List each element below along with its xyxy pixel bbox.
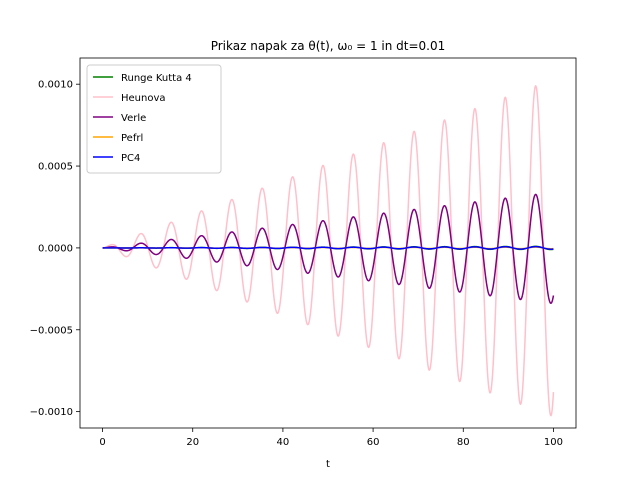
legend-label: Pefrl <box>121 133 143 144</box>
x-tick-label: 20 <box>186 437 199 448</box>
legend-label: Heunova <box>121 93 166 104</box>
legend-box <box>86 64 222 174</box>
y-tick-label: 0.0005 <box>38 162 73 173</box>
x-tick-label: 0 <box>99 437 105 448</box>
y-tick-label: −0.0005 <box>30 325 73 336</box>
legend: Runge Kutta 4 Heunova Verle Pefrl PC4 <box>86 64 222 174</box>
axes-frame <box>79 57 577 429</box>
series-line-1 <box>102 84 555 417</box>
legend-label: PC4 <box>121 153 140 164</box>
legend-label: Runge Kutta 4 <box>121 73 192 84</box>
legend-label: Verle <box>121 113 146 124</box>
y-axis-ticks: −0.0010 −0.0005 0.0000 0.0005 0.0010 <box>30 80 80 418</box>
series-line-4 <box>102 245 554 250</box>
x-tick-label: 60 <box>367 437 380 448</box>
chart-title: Prikaz napak za θ(t), ω₀ = 1 in dt=0.01 <box>211 39 446 53</box>
x-tick-label: 40 <box>277 437 290 448</box>
y-tick-label: 0.0000 <box>38 243 73 254</box>
series-line-2 <box>102 193 555 305</box>
y-tick-label: −0.0010 <box>30 407 73 418</box>
x-tick-label: 80 <box>457 437 470 448</box>
x-axis-ticks: 0 20 40 60 80 100 <box>99 428 563 448</box>
series-layer <box>102 84 555 417</box>
y-tick-label: 0.0010 <box>38 80 73 91</box>
x-tick-label: 100 <box>544 437 563 448</box>
x-axis-label: t <box>326 459 330 470</box>
